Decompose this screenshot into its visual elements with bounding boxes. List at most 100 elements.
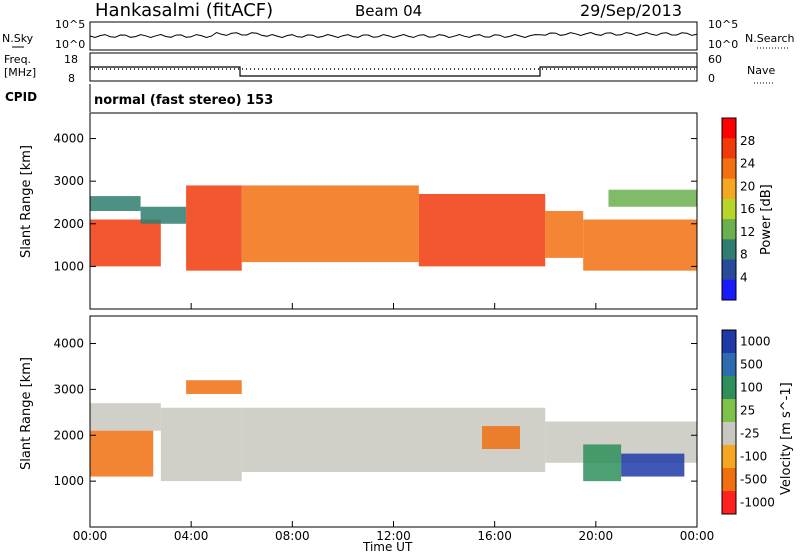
scatter-region (583, 219, 697, 271)
scatter-region (621, 453, 685, 477)
colorbar-swatch (722, 422, 736, 446)
colorbar-swatch (722, 259, 736, 281)
velocity-ylabel: Slant Range [km] (19, 357, 34, 470)
scatter-region (90, 196, 141, 211)
colorbar-tick-label: 28 (740, 134, 755, 148)
velocity-yticks: 1000 2000 3000 4000 (53, 337, 697, 488)
y-tick-label: 4000 (53, 337, 84, 351)
scatter-region (241, 185, 419, 263)
station-title: Hankasalmi (fitACF) (95, 0, 273, 21)
colorbar-tick-label: 4 (740, 270, 748, 284)
freq-panel: Freq. [MHz] 18 8 Nave 60 0 (4, 52, 775, 85)
colorbar-swatch (722, 491, 736, 515)
y-tick-label: 2000 (53, 428, 84, 442)
power-ylabel: Slant Range [km] (19, 145, 34, 258)
colorbar-tick-label: 24 (740, 157, 755, 171)
nsky-trace (89, 31, 698, 39)
y-tick-label: 2000 (53, 217, 84, 231)
colorbar-frame (721, 329, 737, 515)
colorbar-swatch (722, 138, 736, 159)
x-tick-label: 00:00 (73, 529, 108, 543)
velocity-panel: 1000 2000 3000 4000 Slant Range [km] 1000 50… (19, 303, 794, 554)
scatter-region (140, 206, 187, 224)
scatter-region (90, 430, 154, 477)
nsky-tick-top: 10^5 (55, 18, 85, 31)
colorbar-swatch (722, 399, 736, 423)
nsky-label: N.Sky (2, 32, 34, 45)
x-tick-label: 20:00 (579, 529, 614, 543)
colorbar-tick-label: 16 (740, 202, 755, 216)
x-tick-label: 08:00 (275, 529, 310, 543)
colorbar-tick-label: 20 (740, 179, 755, 193)
colorbar-swatch (722, 330, 736, 354)
freq-label-line2: [MHz] (4, 66, 36, 79)
colorbar-swatch (722, 219, 736, 240)
colorbar-frame (721, 117, 737, 301)
nsky-panel: N.Sky 10^5 10^0 N.Search 10^5 10^0 (2, 18, 795, 51)
colorbar-tick-label: -1000 (740, 496, 775, 510)
freq-trace (90, 66, 697, 77)
x-tick-label: 00:00 (680, 529, 715, 543)
colorbar-swatch (722, 158, 736, 180)
nsky-frame (89, 21, 698, 51)
colorbar-swatch (722, 239, 736, 261)
time-axis-label: Time UT (362, 540, 413, 554)
scatter-region (160, 407, 242, 482)
y-tick-label: 1000 (53, 259, 84, 273)
x-tick-label: 12:00 (376, 529, 411, 543)
scatter-region (583, 444, 622, 482)
colorbar-swatch (722, 118, 736, 139)
colorbar-tick-label: 12 (740, 225, 755, 239)
colorbar-tick-label: -25 (740, 427, 760, 441)
scatter-region (186, 185, 242, 271)
colorbar-tick-label: 500 (740, 358, 763, 372)
scatter-region (418, 193, 546, 267)
colorbar-swatch (722, 279, 736, 301)
cpid-text: normal (fast stereo) 153 (94, 93, 273, 108)
scatter-region (545, 211, 584, 258)
nave-tick-top: 60 (708, 53, 722, 66)
colorbar-swatch (722, 178, 736, 200)
nsky-tick-bottom: 10^0 (55, 38, 85, 51)
velocity-regions (90, 380, 697, 482)
beam-title: Beam 04 (355, 2, 422, 20)
freq-label-line1: Freq. (4, 53, 31, 66)
x-tick-label: 04:00 (174, 529, 209, 543)
date-title: 29/Sep/2013 (580, 1, 682, 20)
velocity-colorbar-label: Velocity [m s^-1] (779, 382, 794, 495)
scatter-region (186, 380, 242, 394)
colorbar-swatch (722, 198, 736, 220)
colorbar-swatch (722, 376, 736, 400)
nsearch-tick-bottom: 10^0 (708, 38, 738, 51)
nave-label: Nave (747, 64, 775, 77)
time-axis-ticks: 00:00 04:00 08:00 12:00 16:00 20:00 00:00 (73, 303, 715, 543)
power-panel: 1000 2000 3000 4000 Slant Range [km] 4 8 12 16… (19, 112, 774, 310)
cpid-label: CPID (5, 90, 37, 104)
scatter-region (608, 189, 697, 207)
colorbar-tick-label: 100 (740, 381, 763, 395)
freq-tick-bottom: 8 (68, 72, 75, 85)
y-tick-label: 4000 (53, 132, 84, 146)
power-colorbar-label: Power [dB] (759, 184, 774, 255)
y-tick-label: 3000 (53, 382, 84, 396)
y-tick-label: 3000 (53, 174, 84, 188)
nave-tick-bottom: 0 (708, 72, 715, 85)
scatter-region (90, 219, 161, 267)
freq-tick-top: 18 (64, 53, 78, 66)
colorbar-tick-label: 8 (740, 248, 748, 262)
nsearch-label: N.Search (745, 32, 795, 45)
power-regions (90, 185, 697, 271)
scatter-region (482, 426, 520, 450)
colorbar-swatch (722, 353, 736, 377)
y-tick-label: 1000 (53, 474, 84, 488)
colorbar-tick-label: -100 (740, 450, 767, 464)
colorbar-tick-label: 25 (740, 404, 755, 418)
nsearch-tick-top: 10^5 (708, 18, 738, 31)
scatter-region (90, 403, 161, 431)
power-yticks: 1000 2000 3000 4000 (53, 132, 697, 273)
colorbar-swatch (722, 445, 736, 469)
velocity-colorbar: 1000 500 100 25 -25 -100 -500 -1000 (721, 329, 775, 515)
colorbar-swatch (722, 468, 736, 492)
power-colorbar: 4 8 12 16 20 24 28 (721, 117, 755, 301)
